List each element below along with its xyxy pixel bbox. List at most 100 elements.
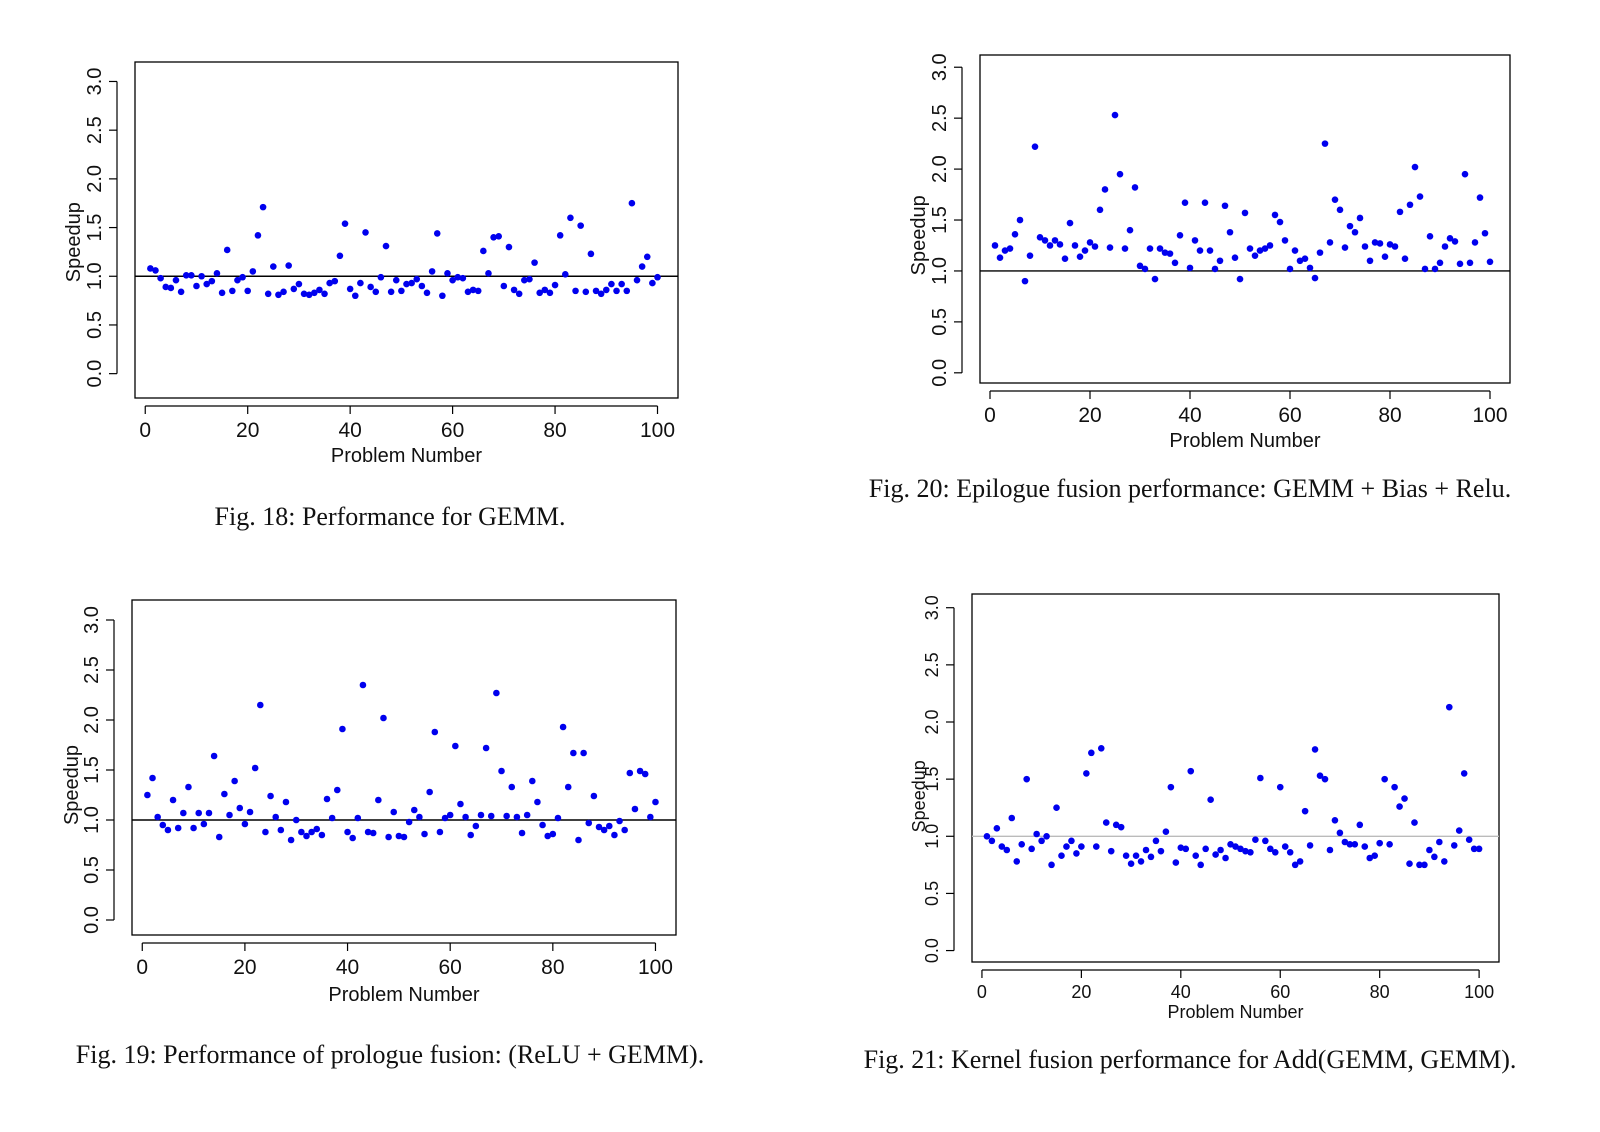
data-point <box>649 279 656 287</box>
data-point <box>221 790 228 798</box>
data-point <box>544 832 551 840</box>
data-point <box>1271 211 1279 219</box>
data-point <box>1366 257 1374 265</box>
data-point <box>1172 859 1180 866</box>
data-point <box>444 270 451 277</box>
data-point <box>336 252 344 260</box>
data-point <box>1421 265 1429 273</box>
data-point <box>1083 770 1090 777</box>
data-point <box>647 813 654 821</box>
data-point <box>513 813 521 821</box>
data-point <box>410 806 418 814</box>
data-point <box>210 752 218 760</box>
data-point <box>1157 847 1165 855</box>
data-point <box>515 290 523 298</box>
data-point <box>505 243 513 251</box>
data-point <box>518 829 526 837</box>
data-point <box>1321 775 1329 783</box>
data-point <box>1376 240 1384 247</box>
data-point <box>1481 229 1489 237</box>
figure-18-panel: 0 20 40 60 80 100 0.0 0.5 1.0 1.5 2.0 2.5 3.0 Problem… <box>0 0 780 540</box>
data-point <box>287 836 295 844</box>
x-axis-label: Problem Number <box>1169 430 1321 452</box>
data-point <box>416 813 423 821</box>
data-point <box>441 814 449 822</box>
data-point <box>431 728 439 736</box>
data-point <box>328 814 336 822</box>
data-point <box>1471 239 1479 246</box>
data-point <box>346 285 354 293</box>
data-point <box>1401 255 1409 263</box>
data-point <box>562 271 569 278</box>
data-point <box>1156 245 1164 252</box>
data-point <box>1336 829 1344 837</box>
data-point <box>521 276 528 284</box>
data-point <box>996 254 1004 262</box>
data-point <box>331 277 339 285</box>
data-point <box>1381 253 1389 260</box>
data-point <box>1296 858 1304 865</box>
y-tick-label: 1.0 <box>81 806 103 834</box>
x-tick-label: 40 <box>1178 404 1201 427</box>
x-tick-label: 60 <box>441 419 464 442</box>
data-point <box>446 811 454 819</box>
y-tick-label: 3.0 <box>922 595 942 620</box>
data-point <box>377 273 385 281</box>
data-point <box>1396 803 1403 810</box>
data-point <box>226 811 233 819</box>
figure-19-caption: Fig. 19: Performance of prologue fusion:… <box>75 1040 705 1069</box>
data-point <box>641 770 649 778</box>
data-point <box>1281 237 1289 244</box>
y-tick-label: 1.0 <box>922 824 942 849</box>
data-point <box>154 813 161 821</box>
data-point <box>531 259 538 266</box>
data-point <box>208 277 216 285</box>
data-point <box>229 287 236 295</box>
data-point <box>1286 848 1294 856</box>
data-point <box>277 826 285 834</box>
data-point <box>529 777 536 785</box>
data-point <box>1212 851 1219 858</box>
x-tick-label: 0 <box>977 982 987 1002</box>
data-point <box>282 798 290 806</box>
data-point <box>364 828 372 836</box>
data-point <box>1112 821 1120 829</box>
data-point <box>321 290 328 298</box>
data-point <box>1033 830 1040 838</box>
data-point <box>341 220 349 227</box>
data-point <box>1071 242 1079 249</box>
x-tick-label: 20 <box>1071 982 1091 1002</box>
x-tick-label: 0 <box>136 956 148 979</box>
data-point <box>375 796 382 804</box>
x-tick-label: 80 <box>1378 404 1401 427</box>
data-point <box>198 272 205 280</box>
x-tick-label: 40 <box>338 419 361 442</box>
data-point <box>991 242 999 249</box>
data-point <box>295 280 303 288</box>
data-point <box>539 821 546 829</box>
data-point <box>1008 814 1016 822</box>
data-point <box>1465 836 1473 844</box>
data-point <box>1346 840 1354 848</box>
data-point <box>1186 264 1194 272</box>
data-point <box>241 820 249 828</box>
data-point <box>157 274 164 282</box>
x-tick-label: 40 <box>336 956 359 979</box>
data-point <box>1122 852 1130 860</box>
data-point <box>1092 843 1100 850</box>
data-point <box>452 742 459 750</box>
data-point <box>1107 847 1115 855</box>
data-point <box>439 292 446 300</box>
data-point <box>457 800 464 808</box>
y-tick-label: 0.0 <box>81 906 103 934</box>
data-point <box>500 282 508 290</box>
data-point <box>251 764 259 772</box>
data-point <box>1426 846 1433 854</box>
data-point <box>159 821 167 829</box>
data-point <box>1162 828 1170 836</box>
x-tick-label: 60 <box>1270 982 1290 1002</box>
data-point <box>559 723 567 731</box>
data-point <box>275 291 282 299</box>
data-point <box>1106 244 1114 251</box>
data-point <box>1096 206 1104 214</box>
